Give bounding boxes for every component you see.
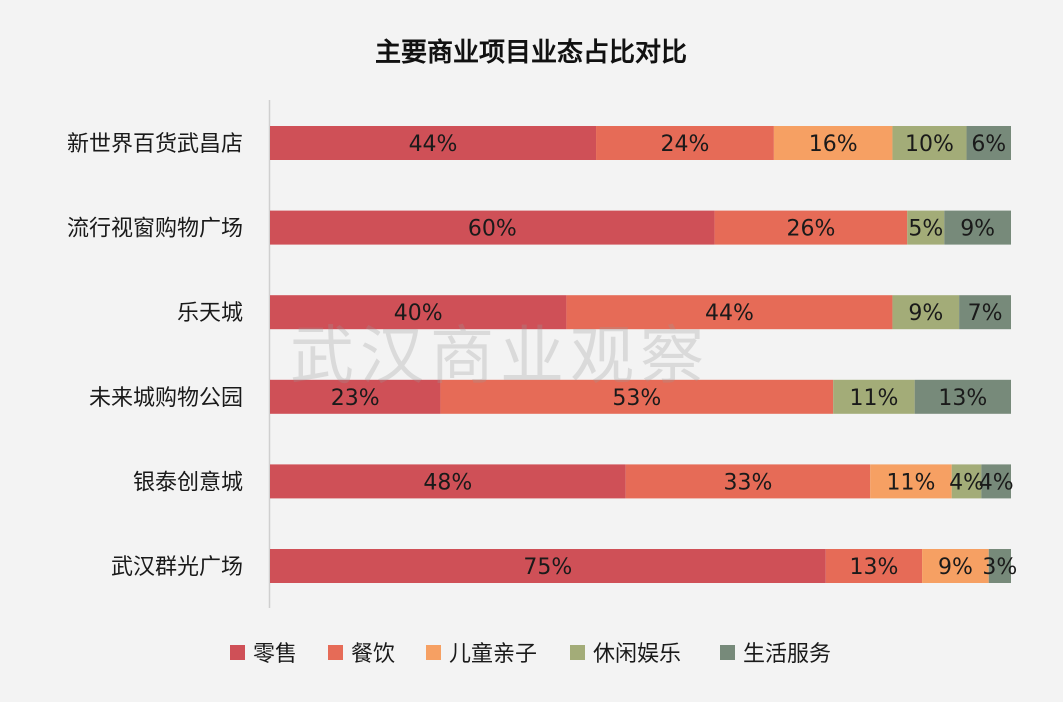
- data-label: 13%: [938, 386, 987, 411]
- chart-title: 主要商业项目业态占比对比: [375, 37, 687, 68]
- data-label: 4%: [949, 470, 984, 495]
- data-label: 44%: [409, 132, 458, 157]
- data-label: 5%: [908, 217, 943, 242]
- data-label: 53%: [612, 386, 661, 411]
- bar-segment: [922, 549, 989, 583]
- bar-segment: [833, 379, 915, 414]
- legend-swatch: [328, 645, 343, 660]
- data-label: 7%: [968, 301, 1003, 326]
- bar-segment: [625, 464, 871, 499]
- data-label: 11%: [887, 470, 936, 495]
- watermark: 武汉商业观察: [290, 320, 710, 394]
- data-label: 9%: [960, 217, 995, 242]
- bar-segment: [270, 464, 626, 499]
- data-label: 9%: [908, 301, 943, 326]
- data-label: 9%: [938, 555, 973, 580]
- legend-label: 餐饮: [351, 642, 395, 667]
- category-label: 银泰创意城: [133, 470, 243, 495]
- bar-segment: [966, 126, 1011, 160]
- data-label: 44%: [705, 301, 754, 326]
- data-label: 11%: [849, 386, 898, 411]
- legend-item: 生活服务: [720, 642, 831, 667]
- bar-segment: [270, 295, 567, 330]
- bar-segment: [773, 126, 893, 160]
- bar-segment: [714, 210, 908, 245]
- data-label: 13%: [849, 555, 898, 580]
- bar-segment: [892, 295, 960, 330]
- data-label: 40%: [394, 301, 443, 326]
- category-label: 未来城购物公园: [89, 386, 243, 411]
- data-label: 48%: [423, 470, 472, 495]
- legend-swatch: [720, 645, 735, 660]
- bar-segment: [440, 379, 834, 414]
- bar-segment: [270, 549, 826, 583]
- legend-label: 生活服务: [743, 642, 831, 667]
- data-label: 24%: [661, 132, 710, 157]
- legend: 零售 餐饮 儿童亲子 休闲娱乐 生活服务: [230, 642, 831, 667]
- data-label: 6%: [971, 132, 1006, 157]
- legend-item: 零售: [230, 642, 297, 667]
- data-label: 33%: [723, 470, 772, 495]
- category-label: 武汉群光广场: [111, 555, 243, 580]
- bar-segment: [914, 379, 1011, 414]
- bar-segment: [944, 210, 1011, 245]
- bar-segment: [951, 464, 982, 499]
- data-label: 16%: [809, 132, 858, 157]
- bar-segment: [892, 126, 967, 160]
- bar-segment: [596, 126, 774, 160]
- legend-swatch: [426, 645, 441, 660]
- bar-segment: [870, 464, 952, 499]
- data-label: 23%: [331, 386, 380, 411]
- legend-item: 休闲娱乐: [570, 642, 681, 667]
- bar-segment: [270, 210, 715, 245]
- bar-segment: [907, 210, 945, 245]
- bar-segment: [825, 549, 923, 583]
- category-label: 流行视窗购物广场: [67, 217, 243, 242]
- data-label: 26%: [786, 217, 835, 242]
- legend-swatch: [230, 645, 245, 660]
- bar-segment: [981, 464, 1011, 499]
- legend-label: 休闲娱乐: [593, 642, 681, 667]
- legend-label: 儿童亲子: [449, 642, 537, 667]
- data-label: 75%: [523, 555, 572, 580]
- data-label: 10%: [905, 132, 954, 157]
- bars-layer: 44% 24% 16% 10% 6% 60% 26% 5% 9% 40% 44% 9% 7% 23% 53%…: [270, 126, 1017, 583]
- legend-item: 儿童亲子: [426, 642, 537, 667]
- bar-segment: [988, 549, 1011, 583]
- category-label: 新世界百货武昌店: [67, 132, 243, 157]
- legend-item: 餐饮: [328, 642, 395, 667]
- legend-swatch: [570, 645, 585, 660]
- legend-label: 零售: [253, 642, 297, 667]
- category-label: 乐天城: [177, 301, 243, 326]
- data-label: 3%: [982, 555, 1017, 580]
- bar-segment: [270, 379, 441, 414]
- data-label: 60%: [468, 217, 517, 242]
- bar-segment: [959, 295, 1011, 330]
- bar-segment: [270, 126, 597, 160]
- bar-segment: [566, 295, 893, 330]
- data-label: 4%: [979, 470, 1014, 495]
